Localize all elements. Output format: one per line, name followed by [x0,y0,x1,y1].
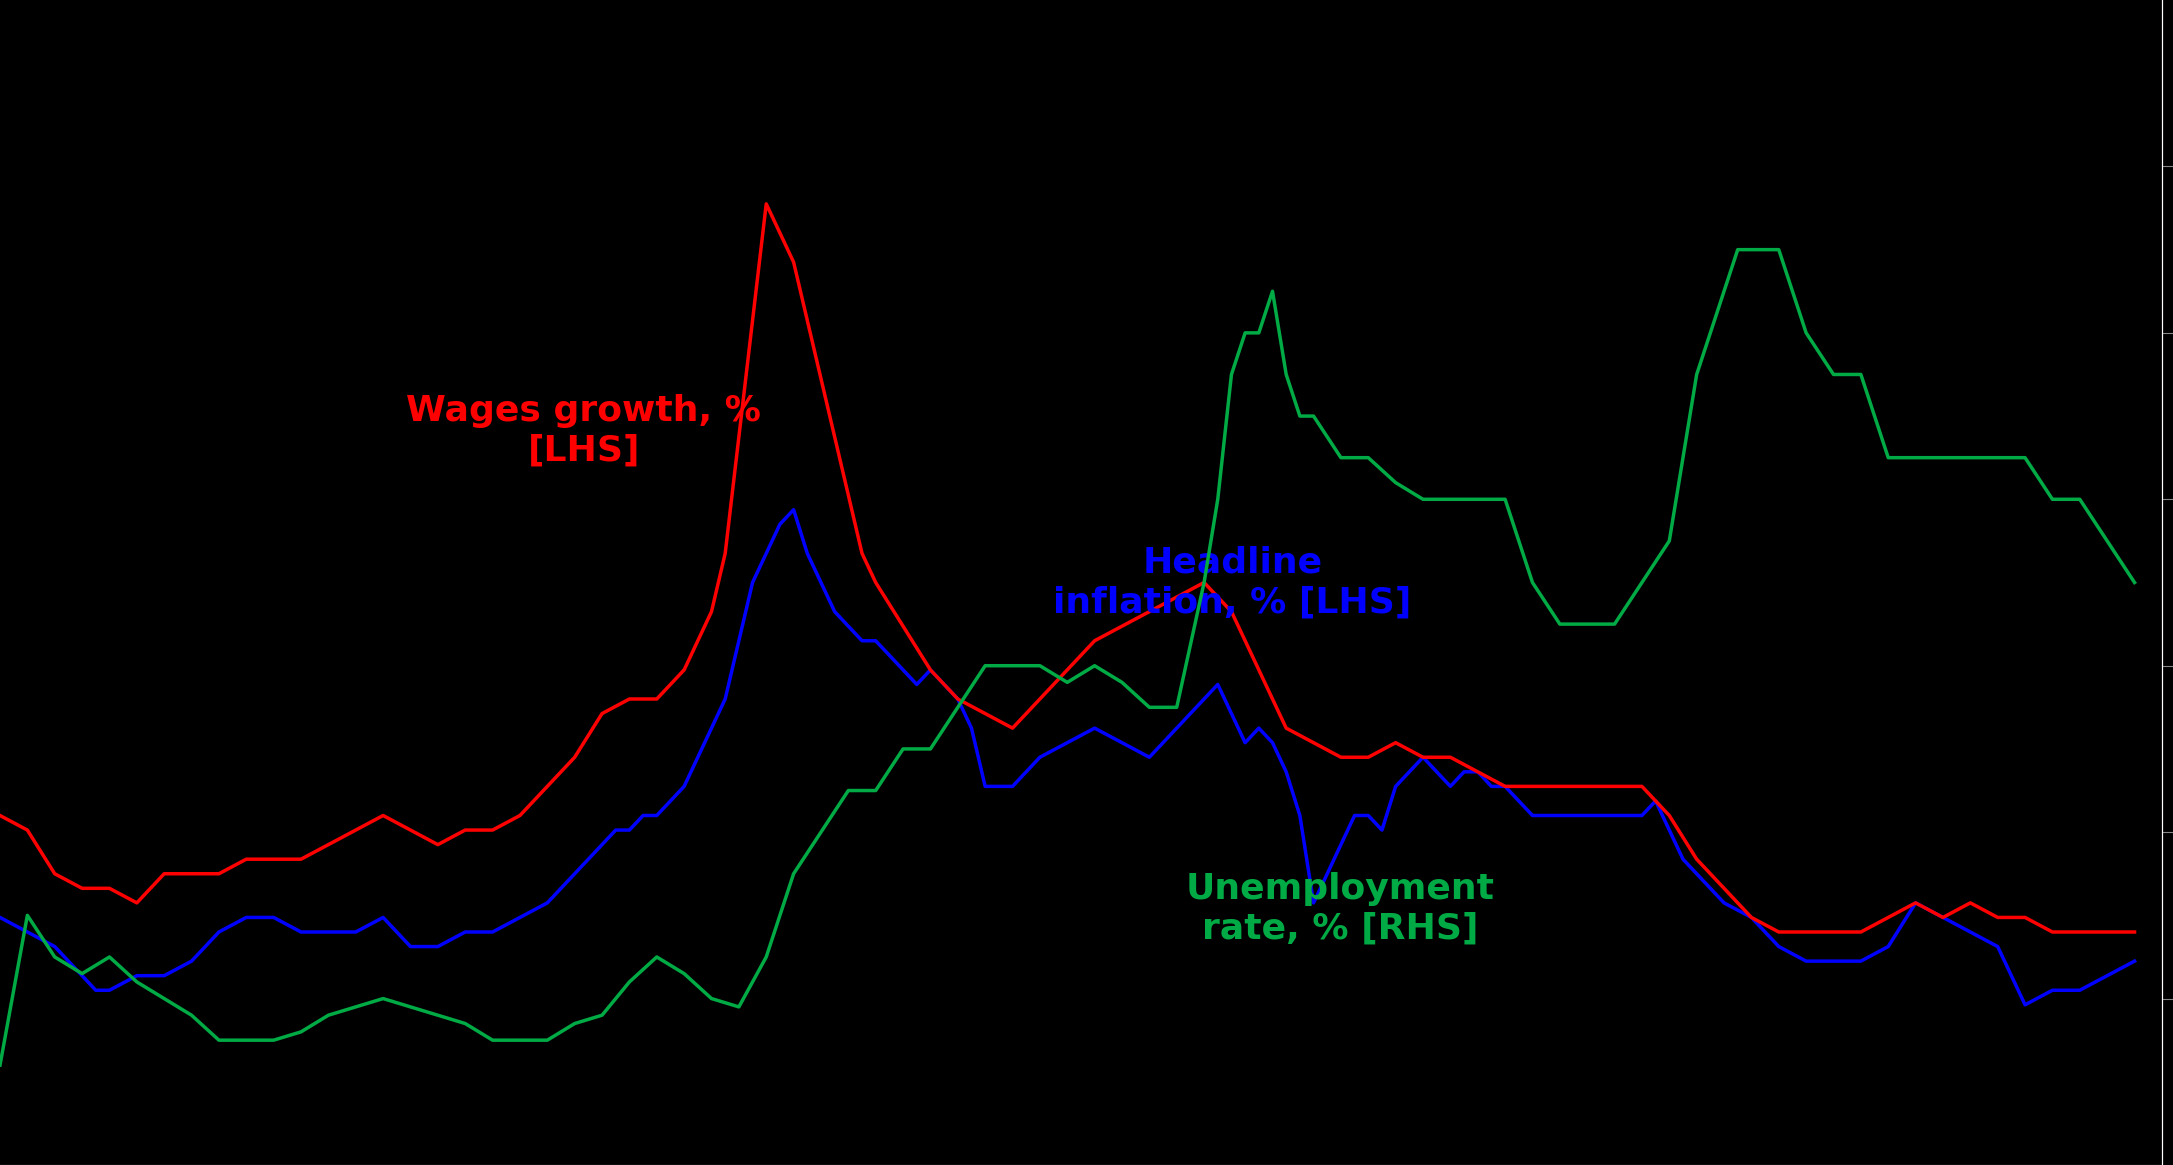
Text: Headline
inflation, % [LHS]: Headline inflation, % [LHS] [1054,545,1412,620]
Text: Unemployment
rate, % [RHS]: Unemployment rate, % [RHS] [1186,871,1495,946]
Text: Wages growth, %
[LHS]: Wages growth, % [LHS] [406,394,761,468]
